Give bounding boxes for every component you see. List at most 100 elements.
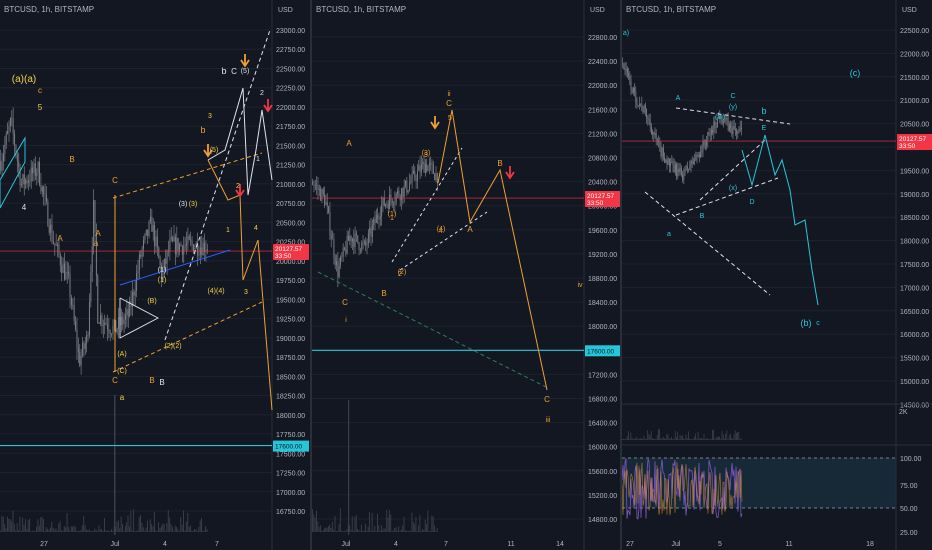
volume-bar bbox=[90, 530, 92, 532]
volume-bar bbox=[644, 438, 646, 440]
candle-body bbox=[0, 160, 2, 171]
candle-body bbox=[430, 163, 432, 164]
candle-body bbox=[676, 164, 678, 177]
volume-bar bbox=[72, 526, 74, 532]
arrow-down-icon bbox=[263, 99, 273, 113]
volume-bar bbox=[625, 438, 627, 440]
candle-body bbox=[340, 256, 341, 266]
y-tick-label: 19750.00 bbox=[276, 278, 305, 285]
candle-body bbox=[195, 242, 197, 249]
candle-body bbox=[151, 216, 153, 232]
candle-body bbox=[136, 273, 138, 291]
candle-body bbox=[647, 117, 649, 120]
volume-bar bbox=[378, 525, 380, 532]
volume-bar bbox=[47, 528, 49, 532]
volume-bar bbox=[98, 525, 100, 532]
triangle-dashed bbox=[644, 191, 771, 296]
volume-bar bbox=[22, 517, 24, 532]
candle-body bbox=[654, 133, 656, 135]
candle-body bbox=[637, 105, 639, 106]
volume-bar bbox=[696, 438, 698, 440]
candle-body bbox=[59, 254, 61, 266]
volume-bar bbox=[337, 530, 339, 532]
wave-label: C bbox=[112, 376, 118, 385]
volume-bar bbox=[122, 523, 123, 532]
volume-bar bbox=[349, 525, 351, 532]
volume-bar bbox=[192, 530, 194, 532]
chart-panel-3[interactable]: BTCUSD, 1h, BITSTAMP USD 22500.00 22000.00 2… bbox=[621, 0, 932, 550]
wave-label: (y) bbox=[729, 104, 737, 111]
candle-body bbox=[12, 118, 14, 134]
candle-body bbox=[706, 141, 708, 146]
wave-label: (1) bbox=[158, 267, 167, 274]
volume-bar bbox=[662, 437, 664, 440]
candle-body bbox=[180, 244, 182, 246]
candle-body bbox=[58, 244, 60, 255]
x-tick-label: 18 bbox=[866, 541, 874, 548]
volume-bar bbox=[436, 527, 438, 532]
chart-panel-1[interactable]: BTCUSD, 1h, BITSTAMP USD 23000.00 22750.00 2… bbox=[0, 0, 309, 550]
volume-bar bbox=[66, 512, 68, 532]
candle-body bbox=[623, 63, 625, 69]
candle-body bbox=[145, 229, 147, 235]
candle-body bbox=[2, 153, 4, 162]
candle-body bbox=[102, 325, 104, 326]
candle-body bbox=[329, 212, 331, 236]
volume-bar bbox=[102, 530, 104, 532]
y-tick-label: 18250.00 bbox=[276, 394, 305, 401]
volume-bar bbox=[388, 509, 390, 532]
wave-label: E bbox=[762, 125, 767, 132]
candle-body bbox=[76, 329, 78, 348]
candle-body bbox=[691, 160, 693, 165]
volume-bar bbox=[201, 517, 203, 532]
candle-body bbox=[624, 68, 626, 71]
y-tick-label: 20400.00 bbox=[588, 180, 617, 187]
candle-body bbox=[69, 274, 71, 298]
volume-bar bbox=[327, 525, 329, 532]
wave-label: (w) bbox=[715, 114, 725, 121]
candle-body bbox=[143, 239, 145, 249]
volume-bar bbox=[375, 530, 377, 532]
wave-label: 4 bbox=[22, 203, 27, 212]
volume-bar bbox=[345, 530, 347, 532]
candle-body bbox=[656, 140, 658, 141]
volume-bar bbox=[698, 438, 700, 440]
rsi-level-label: 100.00 bbox=[900, 456, 922, 463]
x-tick-label: 11 bbox=[507, 541, 514, 548]
candle-body bbox=[75, 321, 77, 330]
y-tick-label: 20500.00 bbox=[276, 220, 305, 227]
candle-body bbox=[381, 204, 383, 217]
y-tick-label: 20250.00 bbox=[276, 240, 305, 247]
candle-body bbox=[688, 169, 690, 171]
candle-body bbox=[337, 261, 339, 277]
volume-bar bbox=[724, 438, 725, 440]
y-tick-label: 17750.00 bbox=[276, 432, 305, 439]
y-tick-label: 18750.00 bbox=[276, 355, 305, 362]
candle-body bbox=[358, 242, 360, 251]
candle-body bbox=[66, 271, 68, 273]
candle-body bbox=[134, 290, 136, 296]
candle-body bbox=[330, 235, 332, 239]
candle-body bbox=[713, 121, 715, 133]
candle-body bbox=[316, 185, 318, 186]
volume-bar bbox=[27, 519, 29, 532]
volume-bar bbox=[84, 525, 86, 532]
candle-body bbox=[683, 174, 685, 181]
volume-bar bbox=[636, 436, 638, 440]
volume-bar bbox=[170, 524, 172, 532]
candle-body bbox=[86, 334, 88, 344]
volume-bar bbox=[688, 431, 689, 440]
volume-bar bbox=[5, 528, 7, 532]
candle-body bbox=[662, 147, 664, 158]
candle-body bbox=[411, 172, 413, 182]
x-tick-label: Jul bbox=[111, 541, 120, 548]
candle-body bbox=[83, 342, 85, 349]
candle-body bbox=[140, 254, 142, 257]
candle-body bbox=[88, 302, 90, 336]
candle-body bbox=[326, 202, 328, 207]
volume-bar bbox=[323, 528, 325, 532]
chart-panel-2[interactable]: BTCUSD, 1h, BITSTAMP USD 22800.00 22400.00 2… bbox=[312, 0, 620, 550]
wave-label: a bbox=[667, 231, 671, 238]
candle-body bbox=[689, 165, 691, 170]
